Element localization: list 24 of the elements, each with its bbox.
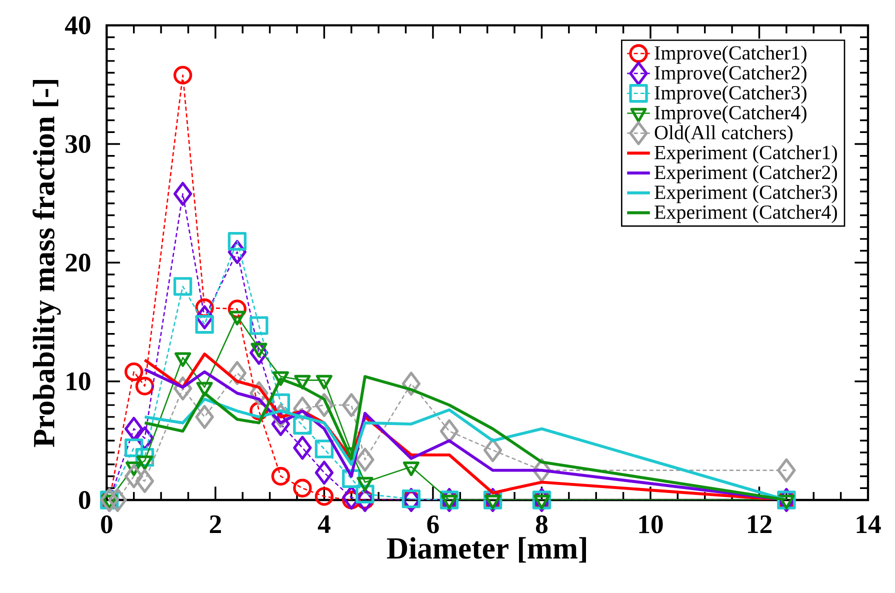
y-tick-label: 30 [66,135,90,153]
legend-label: Old(All catchers) [654,125,793,144]
x-tick-label: 2 [210,515,221,534]
y-tick-label: 40 [64,16,90,34]
y-axis-title: Probability mass fraction [-] [32,80,61,448]
legend-label: Improve(Catcher2) [654,66,806,84]
y-tick-label: 20 [66,254,90,272]
legend-label: Experiment (Catcher2) [654,165,837,184]
legend-label: Experiment (Catcher3) [654,184,837,204]
x-tick-label: 6 [427,515,439,534]
x-tick-label: 12 [748,515,772,534]
x-tick-label: 0 [101,515,112,534]
x-tick-label: 10 [639,515,663,534]
x-axis-title: Diameter [mm] [386,537,586,563]
y-tick-label: 10 [66,372,90,390]
legend-label: Experiment (Catcher1) [654,145,837,164]
x-tick-label: 14 [856,515,881,533]
x-tick-label: 4 [318,515,330,533]
legend-label: Improve(Catcher4) [654,105,806,124]
legend-label: Experiment (Catcher4) [654,204,837,223]
y-tick-label: 0 [78,491,90,509]
x-tick-label: 8 [536,515,548,534]
legend-label: Improve(Catcher3) [654,85,806,104]
legend-label: Improve(Catcher1) [654,46,806,64]
